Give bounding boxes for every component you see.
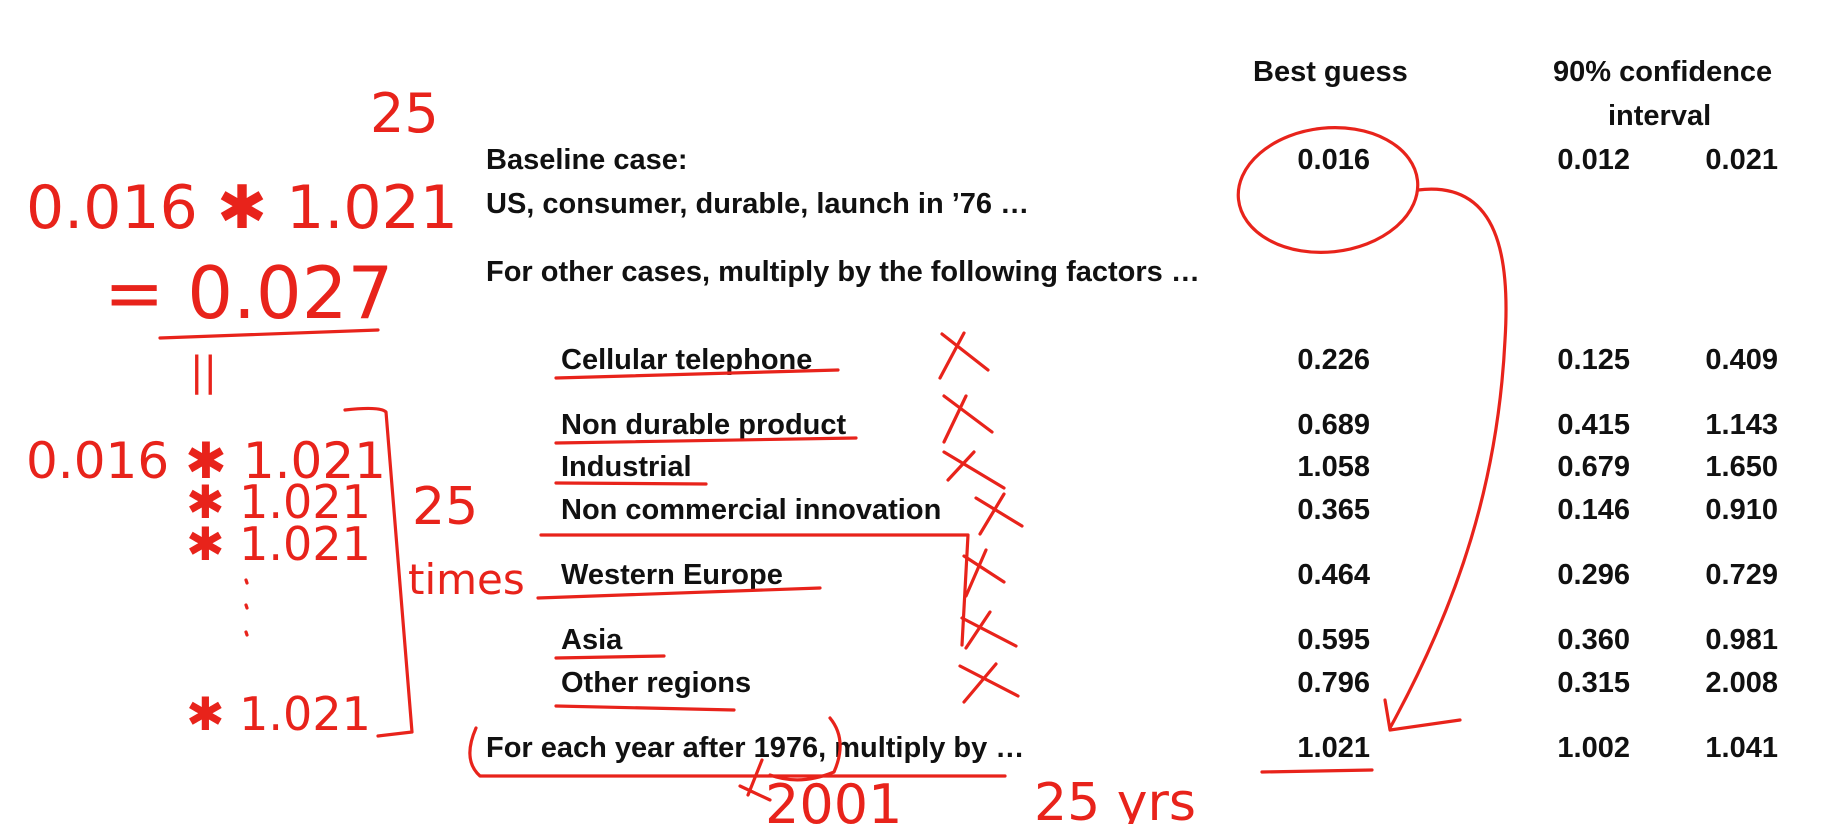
underline-industrial: [554, 481, 708, 486]
result-underline: [158, 328, 380, 340]
baseline-best: 0.016: [1297, 144, 1370, 176]
year-arrow: [738, 758, 772, 802]
confidence-header-line2: interval: [1608, 100, 1712, 132]
factor-high: 1.650: [1705, 451, 1778, 483]
yearly-label: For each year after 1976, multiply by …: [486, 732, 1025, 764]
cross-mark-icon: [960, 610, 1018, 650]
factor-label: Industrial: [561, 451, 692, 483]
expansion-bracket: [343, 406, 414, 738]
factor-best: 0.796: [1297, 667, 1370, 699]
factors-instruction: For other cases, multiply by the followi…: [486, 256, 1200, 288]
baseline-description: US, consumer, durable, launch in ’76 …: [486, 188, 1030, 220]
factor-best: 0.365: [1297, 494, 1370, 526]
cross-mark-icon: [974, 492, 1024, 536]
factor-high: 0.981: [1705, 624, 1778, 656]
best-guess-header: Best guess: [1253, 56, 1408, 88]
underline-cellular: [554, 368, 840, 380]
annotation-years: 25 yrs: [1034, 773, 1196, 824]
factor-low: 0.679: [1557, 451, 1630, 483]
baseline-low: 0.012: [1557, 144, 1630, 176]
year-bracket: [468, 726, 1007, 778]
cross-mark-icon: [962, 548, 1006, 598]
factor-high: 0.910: [1705, 494, 1778, 526]
baseline-circle: [1236, 126, 1420, 254]
yearly-best: 1.021: [1297, 732, 1370, 764]
factor-label: Asia: [561, 624, 623, 656]
factor-best: 0.226: [1297, 344, 1370, 376]
annotation-dots: [244, 578, 249, 637]
yearly-underline: [1260, 768, 1374, 774]
underline-asia: [554, 654, 666, 660]
annotation-expansion-last: ✱ 1.021: [186, 687, 371, 741]
underline-nondurable: [554, 436, 858, 445]
factor-best: 0.689: [1297, 409, 1370, 441]
underline-noncommercial: [539, 533, 970, 647]
baseline-arrow: [1388, 187, 1508, 730]
baseline-label: Baseline case:: [486, 144, 688, 176]
yearly-low: 1.002: [1557, 732, 1630, 764]
annotation-equation: 0.016 ✱ 1.021: [26, 173, 458, 243]
factor-high: 1.143: [1705, 409, 1778, 441]
annotation-expansion-start: 0.016 ✱ 1.021: [26, 432, 386, 490]
factor-label: Other regions: [561, 667, 752, 699]
underline-otherregions: [554, 704, 736, 712]
factor-label: Non commercial innovation: [561, 494, 942, 526]
factor-low: 0.146: [1557, 494, 1630, 526]
year-circle: [768, 716, 842, 782]
confidence-header-line1: 90% confidence: [1553, 56, 1773, 88]
annotation-times: times: [408, 555, 525, 604]
factor-label: Western Europe: [561, 559, 783, 591]
factor-high: 2.008: [1705, 667, 1778, 699]
factor-best: 0.464: [1297, 559, 1370, 591]
factor-high: 0.729: [1705, 559, 1778, 591]
cross-mark-icon: [958, 662, 1020, 704]
factor-low: 0.315: [1557, 667, 1630, 699]
factor-label: Cellular telephone: [561, 344, 813, 376]
annotation-exponent: 25: [370, 82, 439, 145]
annotation-result: = 0.027: [104, 251, 393, 335]
factor-low: 0.415: [1557, 409, 1630, 441]
annotation-expansion-line3: ✱ 1.021: [186, 517, 371, 571]
cross-mark-icon: [938, 331, 990, 380]
factor-label: Non durable product: [561, 409, 847, 441]
underline-westerneurope: [536, 586, 822, 600]
factor-low: 0.125: [1557, 344, 1630, 376]
factor-low: 0.360: [1557, 624, 1630, 656]
factor-best: 0.595: [1297, 624, 1370, 656]
factor-best: 1.058: [1297, 451, 1370, 483]
baseline-high: 0.021: [1705, 144, 1778, 176]
yearly-high: 1.041: [1705, 732, 1778, 764]
cross-mark-icon: [942, 450, 1006, 490]
annotation-expansion-line2: ✱ 1.021: [186, 475, 371, 529]
annotation-equals: ||: [190, 349, 217, 395]
cross-mark-icon: [942, 394, 994, 444]
annotation-year: 2001: [765, 773, 902, 824]
factor-high: 0.409: [1705, 344, 1778, 376]
factor-low: 0.296: [1557, 559, 1630, 591]
baseline-arrowhead: [1383, 698, 1462, 732]
annotation-count: 25: [412, 477, 478, 537]
